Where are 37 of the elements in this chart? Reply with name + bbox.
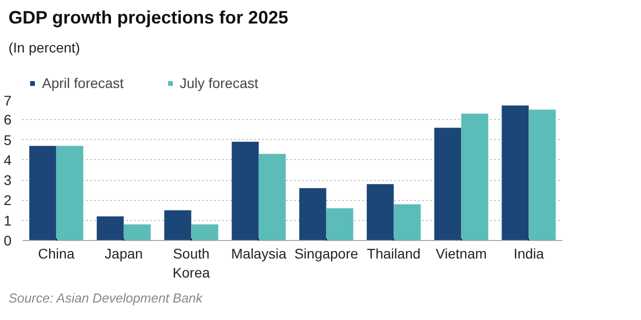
y-tick-label: 6: [4, 112, 12, 128]
legend-label: April forecast: [42, 75, 124, 91]
x-tick-label: Japan: [104, 246, 143, 262]
y-tick-label: 5: [4, 132, 12, 148]
bar: [258, 154, 286, 240]
bar: [56, 146, 84, 240]
bar: [164, 210, 192, 240]
x-tick-label: India: [514, 246, 544, 262]
x-tick-label: Singapore: [294, 246, 358, 262]
x-tick-label: Vietnam: [436, 246, 487, 262]
chart-subtitle: (In percent): [8, 40, 80, 56]
y-tick-label: 7: [4, 92, 12, 108]
bar: [528, 110, 556, 240]
bar: [29, 146, 56, 240]
y-tick-label: 4: [4, 152, 12, 168]
bar: [394, 204, 421, 240]
source-note: Source: Asian Development Bank: [8, 290, 204, 306]
x-tick-label: China: [38, 246, 75, 262]
bar: [191, 224, 218, 240]
bar: [434, 128, 462, 240]
bar: [232, 142, 259, 240]
bar: [96, 216, 124, 240]
bar: [124, 224, 151, 240]
bar: [461, 114, 488, 240]
bar: [299, 188, 326, 240]
legend-label: July forecast: [180, 75, 258, 91]
x-tick-label: Thailand: [366, 246, 421, 262]
bar: [366, 184, 394, 240]
chart-title: GDP growth projections for 2025: [8, 8, 288, 28]
y-tick-label: 0: [4, 232, 12, 248]
y-tick-label: 2: [4, 192, 12, 208]
x-tick-label: South Korea: [172, 246, 210, 281]
bar: [502, 106, 529, 240]
x-tick-label: Malaysia: [231, 246, 287, 262]
bar: [326, 208, 354, 240]
y-tick-label: 1: [4, 212, 12, 228]
y-tick-label: 3: [4, 172, 12, 188]
